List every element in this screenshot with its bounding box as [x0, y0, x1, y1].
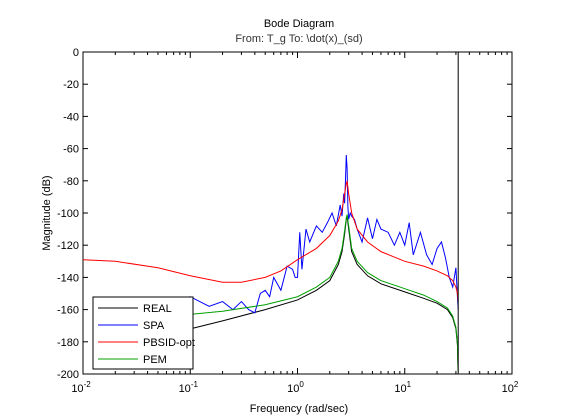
x-axis-label: Frequency (rad/sec)	[250, 403, 348, 415]
legend-box	[92, 296, 194, 370]
y-tick-label: -80	[63, 176, 79, 188]
chart-subtitle: From: T_g To: \dot(x)_(sd)	[235, 33, 362, 45]
y-tick-label: -120	[57, 240, 79, 252]
legend-label-pbsid-opt: PBSID-opt	[143, 337, 195, 349]
y-axis-label: Magnitude (dB)	[41, 175, 53, 250]
y-tick-label: -140	[57, 272, 79, 284]
series-pbsid-opt-line	[83, 180, 459, 302]
legend-label-real: REAL	[143, 303, 172, 315]
legend: REAL SPA PBSID-opt PEM	[92, 296, 195, 370]
y-tick-label: -160	[57, 305, 79, 317]
y-tick-label: -20	[63, 79, 79, 91]
series-pem-line	[166, 214, 459, 371]
y-tick-label: -100	[57, 208, 79, 220]
y-tick-label: 0	[73, 47, 79, 59]
y-tick-label: -200	[57, 369, 79, 381]
y-tick-label: -60	[63, 144, 79, 156]
y-tick-label: -40	[63, 111, 79, 123]
legend-label-spa: SPA	[143, 320, 165, 332]
series-group	[83, 52, 459, 374]
legend-label-pem: PEM	[143, 354, 167, 366]
y-tick-label: -180	[57, 337, 79, 349]
chart-title: Bode Diagram	[264, 18, 334, 30]
